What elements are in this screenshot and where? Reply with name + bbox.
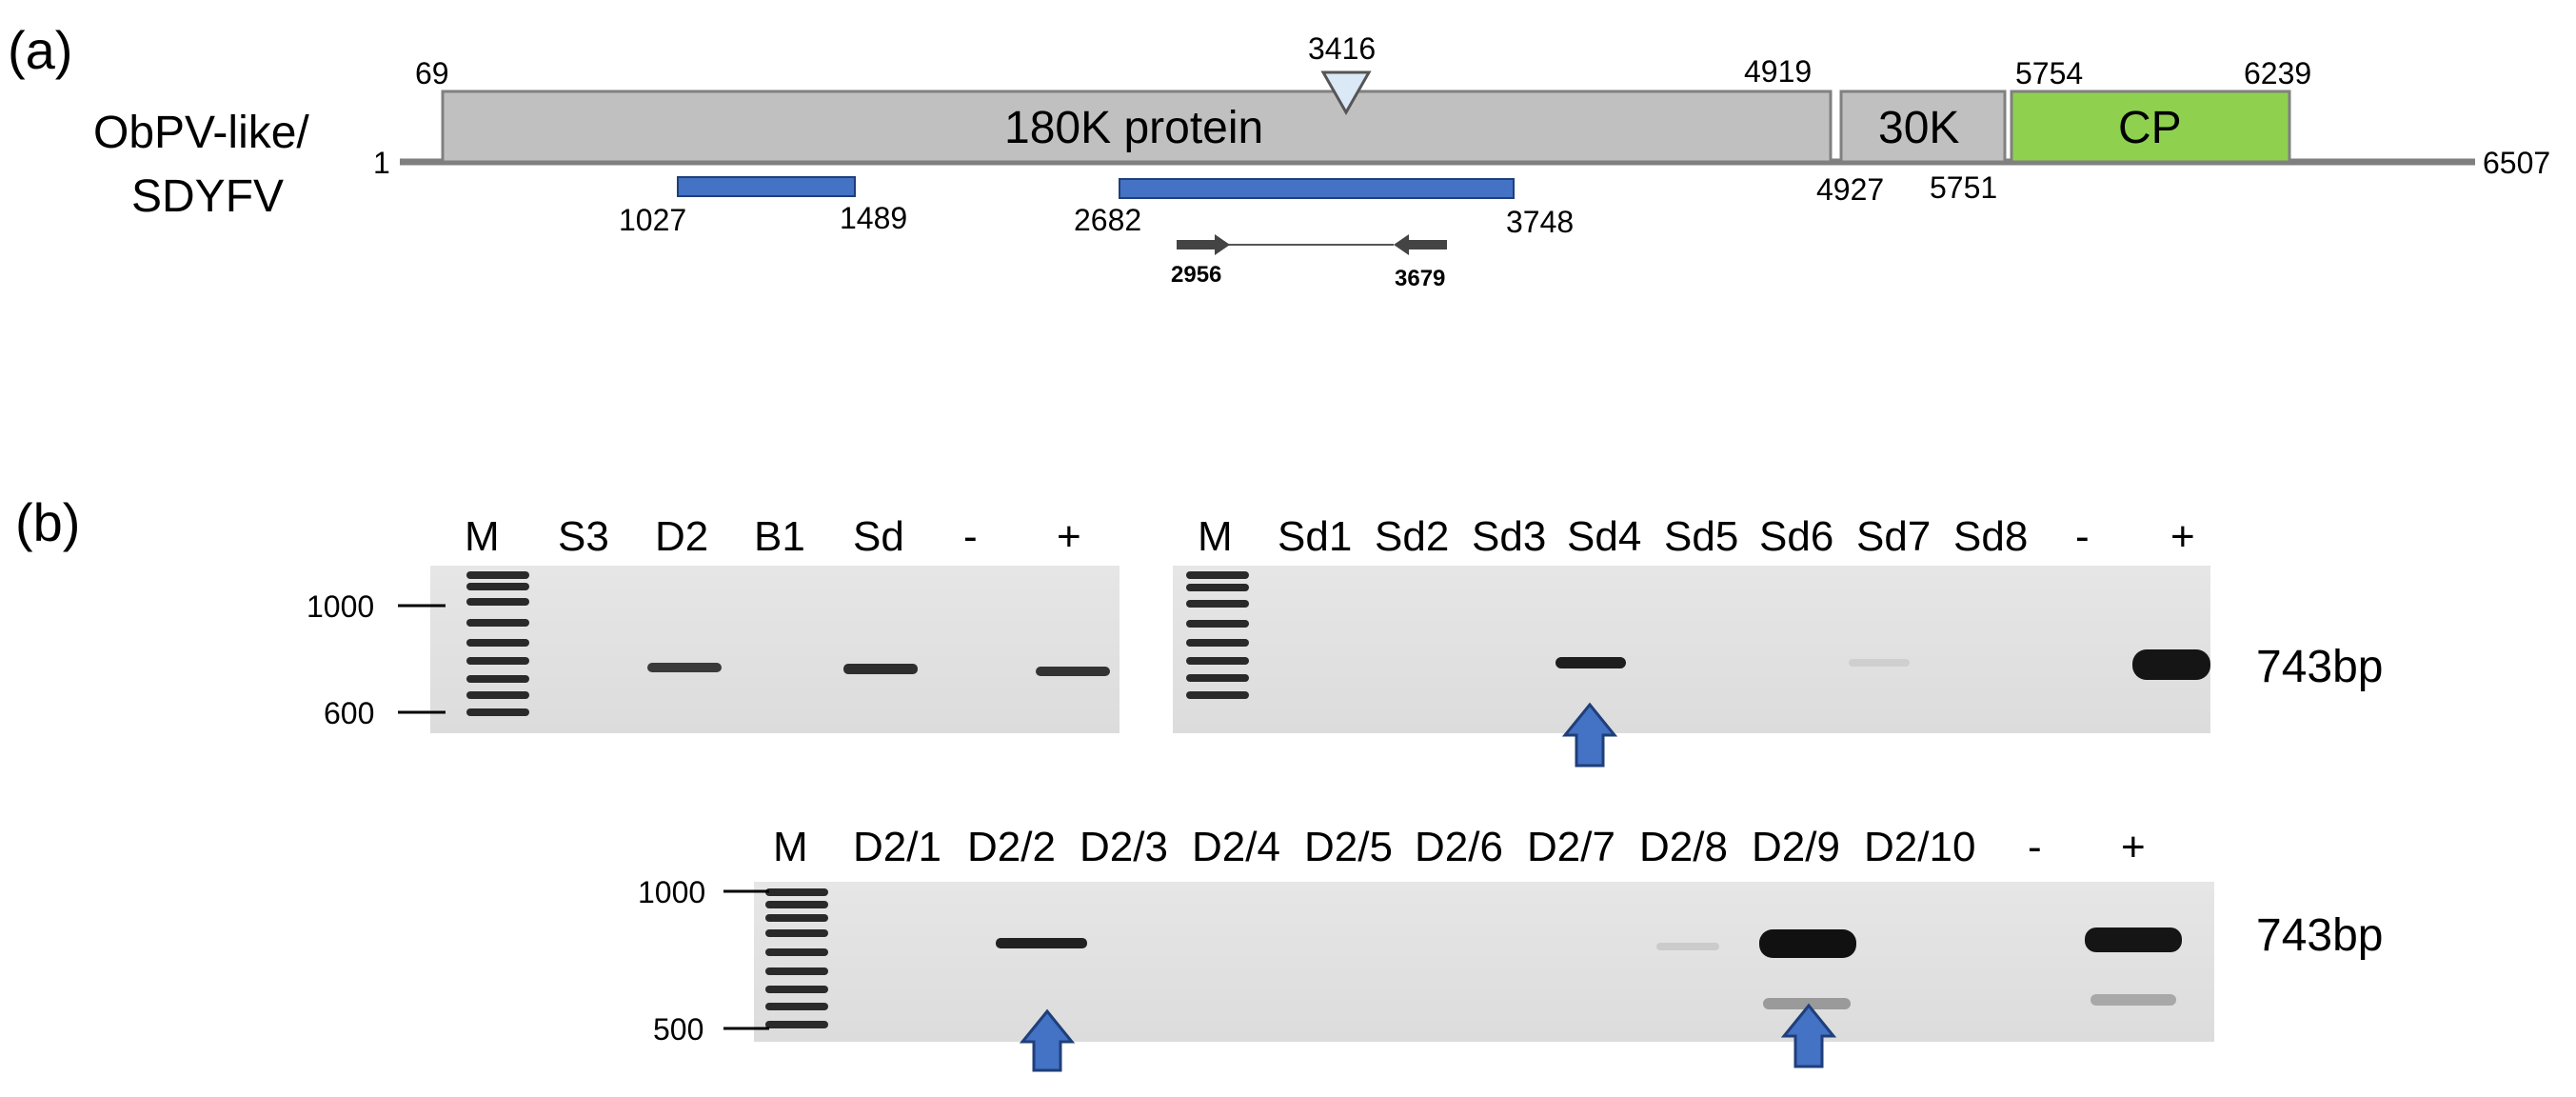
orf-30k-box — [1839, 90, 2007, 164]
gel-2-lane-negative: - — [2075, 513, 2090, 560]
gel-3-lane-d2-3: D2/3 — [1080, 824, 1168, 870]
gel-3-arrow-d2-9 — [1780, 1003, 1837, 1068]
gel-2-lane-sd8: Sd8 — [1953, 513, 2028, 560]
gel-2-lane-sd3: Sd3 — [1472, 513, 1546, 560]
gel-1-lane-m: M — [465, 513, 500, 560]
gel-3-lane-d2-9: D2/9 — [1752, 824, 1840, 870]
gel-3-lane-d2-10: D2/10 — [1864, 824, 1975, 870]
blue-region-2-start: 2682 — [1074, 203, 1141, 237]
position-marker-triangle — [1320, 70, 1372, 116]
gel-1-ladder-label-1000: 1000 — [307, 589, 374, 624]
gel-3-band-positive — [2085, 927, 2182, 952]
blue-region-2-end: 3748 — [1506, 205, 1574, 239]
gel-1-band-d2 — [647, 663, 722, 672]
virus-name-line2: SDYFV — [131, 171, 284, 222]
gel-3-band-d2-9-lower — [1763, 998, 1851, 1009]
gel-2-band-sd4 — [1556, 657, 1626, 668]
gel-3-lane-d2-2: D2/2 — [967, 824, 1056, 870]
gel-2-lane-sd7: Sd7 — [1856, 513, 1931, 560]
gel-3-arrow-d2-2 — [1019, 1008, 1076, 1072]
gel-2-lane-sd6: Sd6 — [1759, 513, 1833, 560]
gel-3-lane-negative: - — [2028, 824, 2042, 870]
gel-3-lane-m: M — [773, 824, 808, 870]
gel-2-band-positive — [2132, 649, 2210, 680]
gel-2-band-sd7-faint — [1849, 659, 1910, 667]
gel-1-band-sd — [843, 664, 918, 674]
panel-a-label: (a) — [8, 20, 72, 80]
gel-1-band-positive — [1036, 667, 1110, 676]
gel-2-lane-m: M — [1198, 513, 1233, 560]
orf-cp-start: 5754 — [2015, 56, 2083, 90]
gel-1-background — [430, 566, 1120, 733]
gel-3-ladder-label-1000: 1000 — [638, 875, 705, 909]
gel-1-lane-positive: + — [1057, 513, 1081, 560]
virus-name-line1: ObPV-like/ — [93, 108, 309, 158]
gel-2-band-size-label: 743bp — [2256, 642, 2383, 692]
blue-region-1 — [677, 176, 856, 197]
gel-3-lane-d2-6: D2/6 — [1415, 824, 1503, 870]
gel-3-band-d2-8-faint — [1656, 943, 1719, 950]
orf-30k-start: 4927 — [1816, 172, 1884, 207]
gel-3-lane-d2-1: D2/1 — [853, 824, 941, 870]
panel-b-label: (b) — [15, 492, 80, 552]
gel-3-band-positive-lower — [2091, 994, 2176, 1006]
reverse-primer-label: 3679 — [1395, 266, 1445, 291]
gel-1-lane-d2: D2 — [655, 513, 708, 560]
orf-180k-end: 4919 — [1744, 54, 1812, 89]
gel-2-background — [1173, 566, 2210, 733]
orf-cp-label: CP — [2118, 103, 2182, 153]
gel-2-lane-sd5: Sd5 — [1664, 513, 1738, 560]
gel-2-lane-sd1: Sd1 — [1278, 513, 1352, 560]
gel-3-background — [754, 882, 2214, 1042]
orf-30k-label: 30K — [1878, 103, 1959, 153]
gel-1-lane-b1: B1 — [754, 513, 805, 560]
blue-region-1-start: 1027 — [619, 203, 686, 237]
gel-3: M D2/1 D2/2 D2/3 D2/4 D2/5 D2/6 D2/7 D2/… — [638, 824, 2383, 1072]
blue-region-1-end: 1489 — [840, 201, 907, 235]
forward-primer-arrow — [1177, 234, 1230, 255]
gel-3-band-d2-9 — [1759, 929, 1856, 958]
blue-region-2 — [1119, 178, 1515, 199]
gel-3-lane-d2-7: D2/7 — [1527, 824, 1615, 870]
orf-cp-box — [2010, 90, 2291, 164]
orf-180k-box — [441, 90, 1833, 164]
gel-3-ladder-label-500: 500 — [653, 1012, 703, 1047]
orf-180k-start: 69 — [415, 56, 449, 90]
gel-1: M S3 D2 B1 Sd - + 1000 600 — [307, 513, 1120, 733]
gel-3-lane-d2-5: D2/5 — [1304, 824, 1393, 870]
gel-1-lane-s3: S3 — [558, 513, 609, 560]
gel-2-lane-sd2: Sd2 — [1375, 513, 1449, 560]
gel-3-lane-d2-4: D2/4 — [1192, 824, 1280, 870]
gel-2-arrow-sd4 — [1561, 702, 1618, 768]
orf-30k-end: 5751 — [1930, 170, 1997, 205]
orf-180k-label: 180K protein — [1004, 103, 1263, 153]
gel-1-ladder-label-600: 600 — [324, 696, 374, 730]
forward-primer-label: 2956 — [1171, 262, 1221, 288]
genome-start-label: 1 — [373, 146, 390, 180]
genome-end-label: 6507 — [2483, 146, 2550, 180]
gel-2-lane-positive: + — [2170, 513, 2195, 560]
orf-cp-end: 6239 — [2244, 56, 2311, 90]
gel-1-lane-negative: - — [963, 513, 978, 560]
gel-1-lane-sd: Sd — [853, 513, 904, 560]
gel-3-lane-positive: + — [2121, 824, 2146, 870]
marker-position-label: 3416 — [1308, 31, 1376, 66]
reverse-primer-arrow — [1394, 234, 1447, 255]
gel-3-band-size-label: 743bp — [2256, 910, 2383, 961]
gel-3-band-d2-2 — [996, 938, 1087, 948]
gel-2: M Sd1 Sd2 Sd3 Sd4 Sd5 Sd6 Sd7 Sd8 - + 74… — [1173, 513, 2383, 768]
gel-2-lane-sd4: Sd4 — [1567, 513, 1641, 560]
gel-3-lane-d2-8: D2/8 — [1639, 824, 1728, 870]
